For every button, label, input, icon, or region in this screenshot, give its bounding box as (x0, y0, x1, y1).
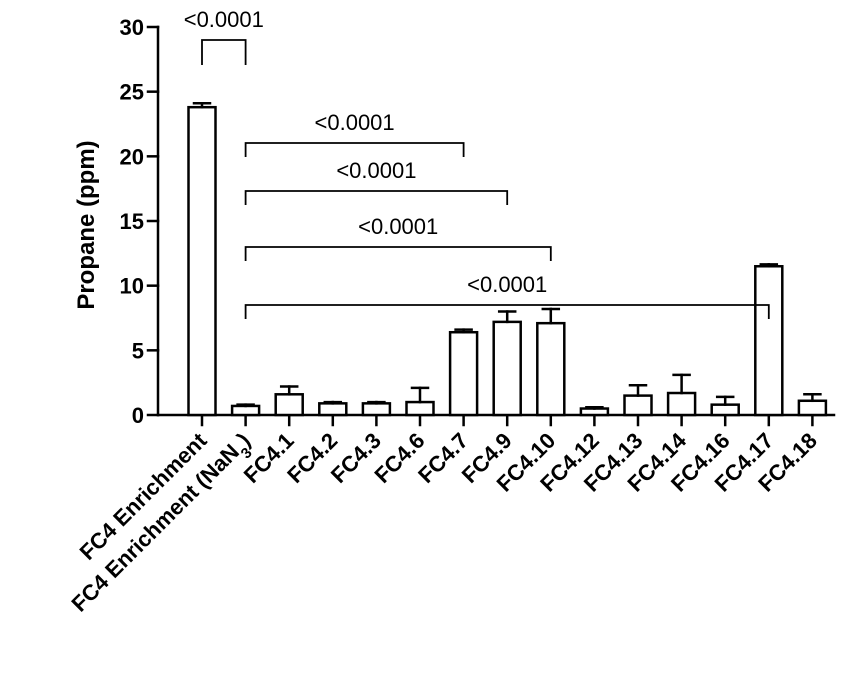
bar (492, 320, 522, 417)
bar (710, 403, 740, 417)
bar (230, 404, 261, 417)
significance-bracket (201, 39, 247, 65)
y-tick-label: 20 (120, 144, 144, 169)
bar (536, 321, 566, 417)
y-tick-label: 15 (120, 209, 144, 234)
y-axis-title: Propane (ppm) (73, 140, 100, 309)
y-tick-label: 30 (120, 15, 144, 40)
bar (405, 400, 435, 417)
y-tick-label: 25 (120, 80, 144, 105)
error-bars (192, 102, 822, 410)
bar (797, 399, 828, 417)
significance-bracket (244, 142, 465, 157)
bars (187, 105, 828, 417)
significance-bracket (244, 190, 509, 205)
bar (623, 394, 653, 417)
x-axis (156, 413, 836, 427)
significance-bracket (244, 304, 770, 319)
bar (318, 402, 348, 417)
bar (666, 391, 697, 417)
bar (448, 330, 479, 417)
bar (754, 265, 784, 417)
bar (361, 402, 392, 417)
significance-label: <0.0001 (336, 158, 416, 183)
significance-annotations: <0.0001 <0.0001 <0.0001 <0.0001 <0.0001 (184, 7, 770, 319)
y-tick-label: 10 (120, 274, 144, 299)
significance-label: <0.0001 (467, 272, 547, 297)
y-tick-label: 0 (132, 403, 144, 428)
y-axis: 0 5 10 15 20 25 30 (120, 15, 160, 428)
bar (274, 393, 304, 417)
significance-label: <0.0001 (315, 110, 395, 135)
significance-bracket (244, 246, 552, 261)
y-tick-label: 5 (132, 338, 144, 363)
bar (187, 105, 217, 417)
significance-label: <0.0001 (184, 7, 264, 32)
significance-label: <0.0001 (358, 214, 438, 239)
